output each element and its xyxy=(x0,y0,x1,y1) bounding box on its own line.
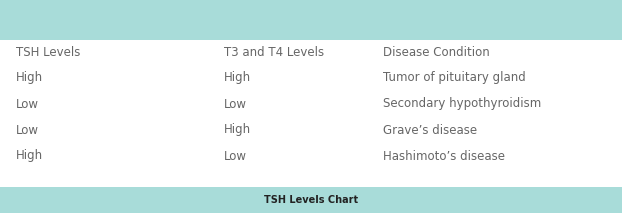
Text: High: High xyxy=(224,124,251,137)
Text: Tumor of pituitary gland: Tumor of pituitary gland xyxy=(383,72,526,85)
Text: Low: Low xyxy=(224,150,247,163)
Bar xyxy=(0,187,622,213)
Text: Low: Low xyxy=(16,124,39,137)
Text: High: High xyxy=(16,72,43,85)
Text: Hashimoto’s disease: Hashimoto’s disease xyxy=(383,150,504,163)
Text: Disease Condition: Disease Condition xyxy=(383,46,490,59)
Text: TSH Levels Chart: TSH Levels Chart xyxy=(264,195,358,205)
Text: Low: Low xyxy=(16,98,39,111)
Text: High: High xyxy=(224,72,251,85)
Bar xyxy=(0,0,622,40)
Text: Grave’s disease: Grave’s disease xyxy=(383,124,476,137)
Text: Secondary hypothyroidism: Secondary hypothyroidism xyxy=(383,98,541,111)
Text: Low: Low xyxy=(224,98,247,111)
Text: High: High xyxy=(16,150,43,163)
Text: TSH Levels: TSH Levels xyxy=(16,46,80,59)
Text: T3 and T4 Levels: T3 and T4 Levels xyxy=(224,46,324,59)
